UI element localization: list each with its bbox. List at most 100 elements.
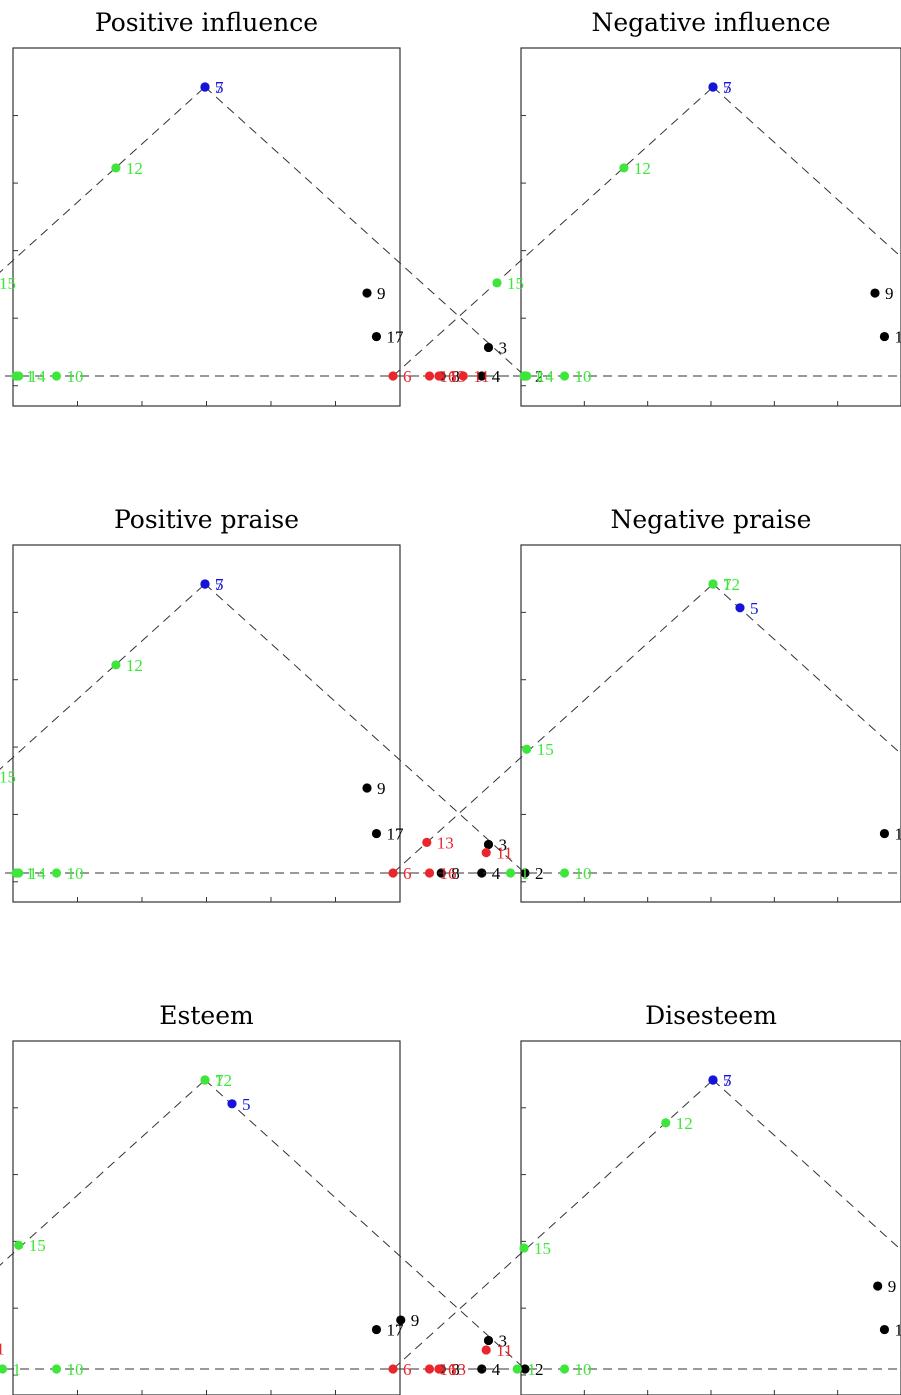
data-point-10	[51, 371, 62, 381]
triangle-edge-left	[392, 1079, 714, 1370]
triangle-edge-left	[392, 86, 714, 377]
point-label-15: 15	[534, 1239, 551, 1258]
axes-frame	[12, 1040, 401, 1395]
point-label-17: 17	[894, 1321, 901, 1340]
panel-title: Positive influence	[95, 8, 318, 37]
data-point-15	[519, 1243, 529, 1253]
data-point-5	[227, 1099, 237, 1109]
point-label-16: 16	[440, 1360, 457, 1379]
panel-5: Esteem71251591731311616110842	[0, 1001, 543, 1395]
data-point-12	[111, 660, 121, 670]
point-label-1: 1	[534, 367, 543, 386]
point-label-2: 2	[535, 367, 544, 386]
point-label-12: 12	[126, 159, 143, 178]
point-label-11: 11	[496, 844, 512, 863]
point-label-9: 9	[411, 1311, 420, 1330]
panel-title: Esteem	[159, 1001, 254, 1030]
axes-frame	[520, 47, 901, 407]
data-point-15	[522, 744, 532, 754]
data-point-6	[388, 371, 398, 381]
data-point-1	[11, 868, 21, 878]
triangle-edge-right	[712, 583, 901, 755]
data-point-1	[519, 371, 529, 381]
point-label-2: 2	[535, 1360, 544, 1379]
panel-title: Negative influence	[591, 8, 830, 37]
data-point-17	[371, 1324, 382, 1335]
data-point-12	[200, 1075, 210, 1085]
point-label-7: 7	[723, 1071, 732, 1090]
axes-frame	[12, 47, 401, 407]
data-point-4	[477, 868, 487, 878]
data-point-17	[879, 828, 890, 839]
point-label-10: 10	[67, 864, 84, 883]
point-label-7: 7	[215, 1071, 224, 1090]
data-point-5	[708, 1075, 718, 1085]
data-point-3	[483, 839, 494, 850]
triangle-edge-right	[204, 86, 526, 377]
triangle-edge-right	[204, 1079, 526, 1370]
data-point-13	[434, 1364, 444, 1374]
triangle-edge-left	[0, 583, 206, 770]
data-point-5	[708, 82, 718, 92]
data-point-15	[14, 1240, 24, 1250]
point-label-1: 1	[26, 367, 35, 386]
data-point-1	[11, 371, 21, 381]
data-point-3	[483, 342, 494, 353]
data-point-3	[483, 1335, 494, 1346]
point-label-9: 9	[885, 284, 894, 303]
data-point-6	[388, 1364, 398, 1374]
point-label-14: 14	[537, 367, 555, 386]
triangle-edge-left	[0, 86, 206, 273]
point-label-10: 10	[67, 367, 84, 386]
point-label-16: 16	[440, 864, 457, 883]
point-label-10: 10	[67, 1360, 84, 1379]
data-point-13	[434, 371, 444, 381]
point-label-1: 1	[26, 864, 35, 883]
data-point-1	[505, 868, 516, 878]
axes-frame	[520, 1040, 901, 1395]
point-label-2: 2	[535, 864, 544, 883]
data-point-11	[481, 848, 491, 858]
point-label-11: 11	[473, 367, 489, 386]
point-label-7: 7	[215, 78, 224, 97]
data-point-1	[0, 1364, 8, 1374]
point-label-7: 7	[723, 78, 732, 97]
point-label-4: 4	[492, 367, 501, 386]
data-point-6	[388, 868, 398, 878]
point-label-17: 17	[894, 825, 901, 844]
data-point-12	[708, 579, 718, 589]
data-point-16	[424, 1364, 435, 1374]
point-label-3: 3	[499, 835, 508, 854]
axes-frame	[520, 544, 901, 903]
data-point-9	[362, 288, 372, 298]
point-label-5: 5	[750, 599, 759, 618]
data-point-17	[879, 1324, 890, 1335]
point-label-16: 16	[440, 367, 457, 386]
point-label-5: 5	[723, 1071, 732, 1090]
point-label-13: 13	[437, 833, 454, 852]
data-point-16	[424, 868, 435, 878]
data-point-9	[362, 783, 372, 793]
data-point-17	[879, 331, 890, 342]
data-point-16	[424, 371, 435, 381]
data-point-12	[619, 163, 629, 173]
point-label-15: 15	[537, 740, 554, 759]
point-label-12: 12	[634, 159, 651, 178]
point-label-15: 15	[507, 274, 524, 293]
triangle-edge-left	[392, 583, 714, 874]
point-label-5: 5	[215, 78, 224, 97]
data-point-2	[520, 1364, 530, 1374]
point-label-12: 12	[723, 575, 740, 594]
point-label-5: 5	[215, 575, 224, 594]
panel-3: Positive praise7512159173136161114110842	[0, 505, 544, 903]
data-point-17	[371, 828, 382, 839]
data-point-2	[520, 868, 530, 878]
point-label-12: 12	[676, 1114, 693, 1133]
point-label-3: 3	[499, 1331, 508, 1350]
point-label-4: 4	[492, 1360, 501, 1379]
data-point-10	[51, 868, 62, 878]
point-label-14: 14	[29, 864, 47, 883]
point-label-12: 12	[126, 656, 143, 675]
point-label-6: 6	[403, 367, 412, 386]
